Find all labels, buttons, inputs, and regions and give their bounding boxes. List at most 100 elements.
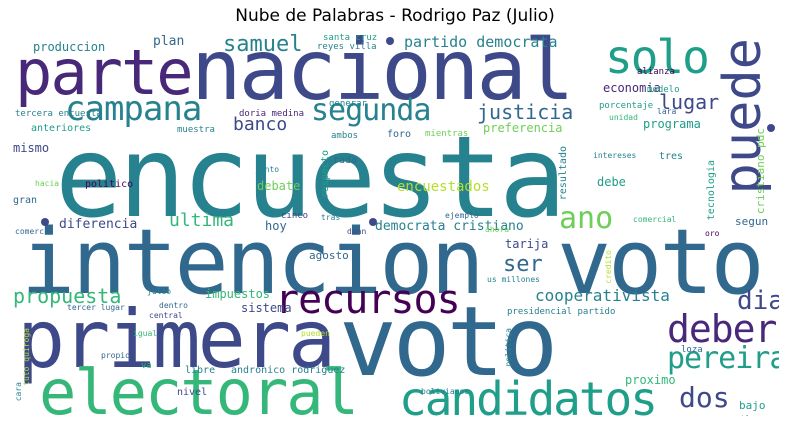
word-cara: cara bbox=[14, 382, 23, 402]
word-cinco: cinco bbox=[281, 211, 309, 221]
word-igual: igual bbox=[133, 329, 158, 338]
word-segunda: segunda bbox=[311, 93, 431, 128]
word-tercer-lugar: tercer lugar bbox=[67, 303, 125, 312]
word-andronico-rodriguez: andronico rodriguez bbox=[231, 365, 346, 376]
word-muestra: muestra bbox=[177, 125, 215, 135]
word-pueden: pueden bbox=[301, 329, 330, 338]
word-bolivianos: bolivianos bbox=[421, 387, 470, 396]
word-intereses: intereses bbox=[593, 151, 637, 160]
word-preferencia: preferencia bbox=[483, 121, 563, 135]
word-ultima: ultima bbox=[169, 210, 235, 231]
word-rada: rada bbox=[333, 155, 358, 166]
word-oro: oro bbox=[705, 229, 720, 238]
word-credito: credito bbox=[604, 250, 613, 284]
word-cloud: encuesta intencion voto primera voto nac… bbox=[11, 32, 779, 416]
word-campana: campana bbox=[65, 89, 202, 129]
word-cooperativista: cooperativista bbox=[535, 286, 670, 305]
word-justicia: justicia bbox=[477, 100, 574, 124]
word-anteriores: anteriores bbox=[31, 123, 92, 134]
word-deber: deber bbox=[667, 307, 777, 351]
word-mientras: mientras bbox=[425, 129, 469, 139]
word-resultado: resultado bbox=[558, 146, 569, 201]
word-us-millones: us millones bbox=[487, 275, 540, 284]
word-comercio: comercio bbox=[15, 227, 54, 236]
word-unidad: unidad bbox=[609, 113, 638, 122]
word-partido-democrata: partido democrata bbox=[404, 33, 558, 51]
word-parte: parte bbox=[15, 36, 194, 109]
word-impuestos: impuestos bbox=[205, 287, 271, 301]
word-nivel: nivel bbox=[177, 387, 208, 398]
word-solo: solo bbox=[605, 32, 710, 84]
word-samuel: samuel bbox=[223, 32, 303, 57]
word-ahora: ahora bbox=[485, 225, 510, 234]
word-banco: banco bbox=[233, 114, 288, 135]
word-gran: gran bbox=[13, 195, 38, 206]
word-julio: julio bbox=[147, 287, 172, 296]
word-diferencia: diferencia bbox=[59, 217, 138, 232]
word-ano: ano bbox=[559, 201, 614, 236]
word-modelo: modelo bbox=[647, 85, 680, 95]
word-plan: plan bbox=[153, 34, 185, 49]
word-porcentaje: porcentaje bbox=[599, 101, 654, 111]
word-dentro: dentro bbox=[159, 301, 188, 310]
word-nacional: nacional bbox=[191, 32, 575, 119]
word-propuesta: propuesta bbox=[13, 284, 122, 308]
dot-2 bbox=[41, 218, 49, 226]
word-lugar: lugar bbox=[659, 90, 720, 114]
word-reyes-villa: reyes villa bbox=[317, 42, 377, 52]
word-debate: debate bbox=[257, 179, 301, 193]
word-primera: primera bbox=[17, 293, 336, 386]
dot-4 bbox=[767, 124, 775, 132]
word-sistema: sistema bbox=[241, 301, 292, 315]
dot-1 bbox=[386, 37, 394, 45]
word-lara: lara bbox=[657, 107, 677, 116]
word-generar: generar bbox=[329, 99, 367, 109]
word-comercial: comercial bbox=[633, 215, 677, 224]
chart-title: Nube de Palabras - Rodrigo Paz (Julio) bbox=[235, 6, 555, 26]
word-tres: tres bbox=[659, 151, 684, 162]
word-tuto-quiroga: tuto quiroga bbox=[22, 328, 31, 386]
word-encuestados: encuestados bbox=[397, 179, 490, 195]
word-economia: economia bbox=[603, 81, 661, 95]
word-presidencial-partido: presidencial partido bbox=[507, 307, 616, 317]
word-tarija: tarija bbox=[505, 237, 549, 251]
word-proximo: proximo bbox=[625, 373, 676, 387]
word-dunn: dunn bbox=[347, 227, 367, 236]
word-intencion: intencion bbox=[21, 210, 485, 315]
word-produccion: produccion bbox=[33, 40, 106, 54]
word-recursos: recursos bbox=[275, 277, 461, 323]
word-respecto: respecto bbox=[320, 150, 331, 199]
word-segun: segun bbox=[735, 215, 769, 228]
word-alianza: alianza bbox=[637, 67, 675, 77]
word-va: va bbox=[141, 361, 152, 371]
word-dia: dia bbox=[737, 286, 779, 316]
word-programa: programa bbox=[643, 117, 701, 131]
word-ser: ser bbox=[503, 252, 543, 277]
word-dos: dos bbox=[679, 381, 730, 414]
word-encuesta: encuesta bbox=[55, 113, 566, 243]
word-agosto: agosto bbox=[309, 249, 349, 262]
word-democrata-cristiano: democrata cristiano bbox=[375, 219, 524, 234]
word-central: central bbox=[149, 311, 183, 320]
word-ejemplo: ejemplo bbox=[445, 211, 479, 220]
word-pereira: pereira bbox=[667, 341, 779, 376]
word-santa-cruz: santa cruz bbox=[323, 33, 378, 43]
word-mismo: mismo bbox=[13, 141, 50, 155]
word-hoy: hoy bbox=[265, 219, 287, 233]
dot-3 bbox=[369, 218, 377, 226]
word-tras: tras bbox=[321, 213, 341, 222]
word-ambos: ambos bbox=[331, 131, 359, 141]
word-propio: propio bbox=[101, 351, 130, 360]
word-electoral: electoral bbox=[39, 356, 359, 417]
word-loza: loza bbox=[681, 345, 703, 355]
word-tercera-encuesta: tercera encuesta bbox=[15, 109, 102, 119]
word-bajo: bajo bbox=[739, 399, 766, 412]
word-doria-medina: doria medina bbox=[239, 109, 305, 119]
word-hacia: hacia bbox=[35, 179, 60, 188]
word-foro: foro bbox=[387, 129, 412, 140]
word-tecnologia: tecnologia bbox=[706, 160, 717, 221]
word-libre: libre bbox=[185, 365, 216, 376]
word-debe: debe bbox=[597, 175, 626, 189]
word-voto-1: voto bbox=[557, 210, 765, 315]
word-politico: politico bbox=[85, 179, 134, 190]
